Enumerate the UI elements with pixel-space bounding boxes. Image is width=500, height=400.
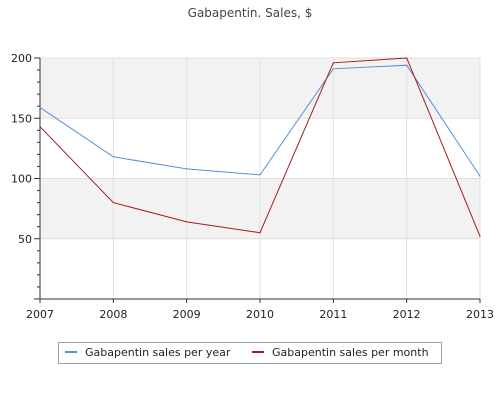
series-lines [39,57,481,237]
y-tick-label: 100 [11,173,32,186]
data-point-series-1 [406,64,408,66]
data-point-series-1 [259,174,261,176]
y-axis-ticks: 50 100 150 200 [11,52,40,300]
data-point-series-1 [112,156,114,158]
legend-item-series-2: Gabapentin sales per month [252,346,429,359]
legend-swatch-series-2 [252,351,264,353]
data-point-series-2 [332,62,334,64]
x-tick-label: 2010 [246,308,274,321]
vertical-gridlines [112,58,481,299]
data-point-series-1 [186,168,188,170]
x-tick-label: 2008 [99,308,127,321]
data-point-series-1 [479,175,481,177]
data-point-series-2 [186,221,188,223]
legend-label-series-2: Gabapentin sales per month [272,346,429,359]
legend-item-series-1: Gabapentin sales per year [65,346,230,359]
y-tick-label: 200 [11,52,32,65]
x-axis-ticks: 2007 2008 2009 2010 2011 2012 2013 [26,299,494,321]
x-tick-label: 2009 [173,308,201,321]
x-tick-label: 2013 [466,308,494,321]
y-tick-label: 50 [18,233,32,246]
data-point-series-2 [259,232,261,234]
legend-label-series-1: Gabapentin sales per year [85,346,231,359]
legend: Gabapentin sales per year Gabapentin sal… [58,342,442,364]
data-point-series-2 [479,235,481,237]
data-point-series-2 [39,126,41,128]
data-point-series-2 [112,202,114,204]
x-tick-label: 2011 [319,308,347,321]
data-point-series-1 [332,68,334,70]
legend-swatch-series-1 [65,351,77,353]
y-tick-label: 150 [11,112,32,125]
data-point-series-1 [39,106,41,109]
x-tick-label: 2007 [26,308,54,321]
chart-title: Gabapentin. Sales, $ [187,6,313,20]
data-point-series-2 [406,57,408,59]
x-tick-label: 2012 [393,308,421,321]
